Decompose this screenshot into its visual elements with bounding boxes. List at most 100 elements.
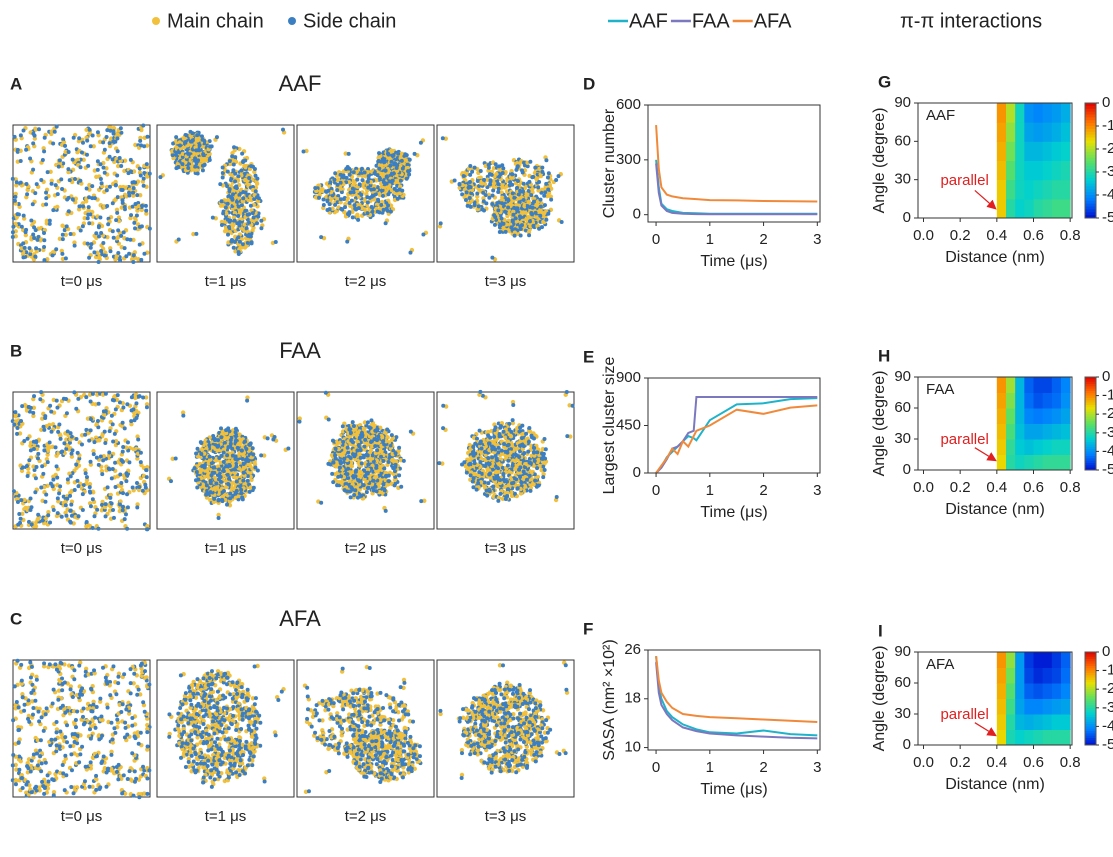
side-chain-bead	[19, 133, 23, 137]
side-chain-bead	[250, 240, 254, 244]
side-chain-bead	[116, 195, 120, 199]
side-chain-bead	[40, 464, 44, 468]
side-chain-bead	[108, 429, 112, 433]
side-chain-bead	[93, 196, 97, 200]
side-chain-bead	[348, 173, 352, 177]
side-chain-bead	[69, 474, 73, 478]
side-chain-bead	[544, 218, 548, 222]
side-chain-bead	[379, 203, 383, 207]
side-chain-bead	[496, 208, 500, 212]
side-chain-bead	[58, 158, 62, 162]
side-chain-bead	[121, 445, 125, 449]
side-chain-bead	[19, 419, 23, 423]
side-chain-bead	[19, 517, 23, 521]
legend-main-chain: Main chain	[167, 10, 264, 32]
side-chain-bead	[69, 232, 73, 236]
side-chain-bead	[512, 206, 516, 210]
snapshot-time: t=0 μs	[61, 273, 103, 290]
side-chain-bead	[244, 447, 248, 451]
side-chain-bead	[531, 224, 535, 228]
side-chain-bead	[114, 218, 118, 222]
side-chain-bead	[108, 129, 112, 133]
side-chain-bead	[81, 508, 85, 512]
side-chain-bead	[352, 170, 356, 174]
side-chain-bead	[85, 139, 89, 143]
side-chain-bead	[557, 174, 561, 178]
side-chain-bead	[464, 198, 468, 202]
side-chain-bead	[458, 182, 462, 186]
side-chain-bead	[254, 189, 258, 193]
side-chain-bead	[135, 505, 139, 509]
side-chain-bead	[118, 502, 122, 506]
side-chain-bead	[501, 171, 505, 175]
side-chain-bead	[366, 200, 370, 204]
side-chain-bead	[139, 460, 143, 464]
side-chain-bead	[488, 178, 492, 182]
side-chain-bead	[141, 396, 145, 400]
side-chain-bead	[246, 241, 250, 245]
side-chain-bead	[232, 145, 236, 149]
side-chain-bead	[30, 522, 34, 526]
side-chain-bead	[237, 193, 241, 197]
side-chain-bead	[542, 194, 546, 198]
side-chain-bead	[246, 459, 250, 463]
side-chain-bead	[381, 194, 385, 198]
side-chain-bead	[110, 502, 114, 506]
side-chain-bead	[20, 404, 24, 408]
side-chain-bead	[421, 232, 425, 236]
side-chain-bead	[132, 221, 136, 225]
side-chain-bead	[34, 246, 38, 250]
side-chain-bead	[339, 173, 343, 177]
side-chain-bead	[96, 419, 100, 423]
side-chain-bead	[53, 130, 57, 134]
side-chain-bead	[513, 234, 517, 238]
side-chain-bead	[366, 186, 370, 190]
side-chain-bead	[256, 215, 260, 219]
side-chain-bead	[81, 141, 85, 145]
side-chain-bead	[240, 152, 244, 156]
side-chain-bead	[97, 224, 101, 228]
side-chain-bead	[482, 199, 486, 203]
side-chain-bead	[112, 236, 116, 240]
side-chain-bead	[532, 200, 536, 204]
side-chain-bead	[71, 197, 75, 201]
side-chain-bead	[336, 183, 340, 187]
side-chain-bead	[246, 234, 250, 238]
side-chain-bead	[123, 426, 127, 430]
side-chain-bead	[99, 454, 103, 458]
snapshot	[157, 392, 294, 529]
side-chain-bead	[62, 441, 66, 445]
side-chain-bead	[72, 390, 76, 394]
side-chain-bead	[491, 193, 495, 197]
side-chain-bead	[228, 492, 232, 496]
side-chain-bead	[59, 437, 63, 441]
side-chain-bead	[178, 143, 182, 147]
side-chain-bead	[408, 251, 412, 255]
side-chain-bead	[13, 410, 17, 414]
side-chain-bead	[199, 441, 203, 445]
side-chain-bead	[81, 224, 85, 228]
side-chain-bead	[216, 499, 220, 503]
side-chain-bead	[398, 188, 402, 192]
side-chain-bead	[511, 213, 515, 217]
side-chain-bead	[48, 404, 52, 408]
side-chain-bead	[42, 448, 46, 452]
side-chain-bead	[395, 166, 399, 170]
side-chain-bead	[143, 483, 147, 487]
side-chain-bead	[110, 414, 114, 418]
side-chain-bead	[233, 172, 237, 176]
side-chain-bead	[31, 168, 35, 172]
side-chain-bead	[26, 437, 30, 441]
side-chain-bead	[101, 241, 105, 245]
side-chain-bead	[85, 186, 89, 190]
side-chain-bead	[219, 435, 223, 439]
side-chain-bead	[56, 511, 60, 515]
side-chain-bead	[351, 215, 355, 219]
side-chain-bead	[119, 458, 123, 462]
side-chain-bead	[86, 164, 90, 168]
side-chain-bead	[133, 226, 137, 230]
side-chain-bead	[87, 205, 91, 209]
side-chain-bead	[89, 144, 93, 148]
side-chain-bead	[68, 520, 72, 524]
side-chain-bead	[240, 449, 244, 453]
